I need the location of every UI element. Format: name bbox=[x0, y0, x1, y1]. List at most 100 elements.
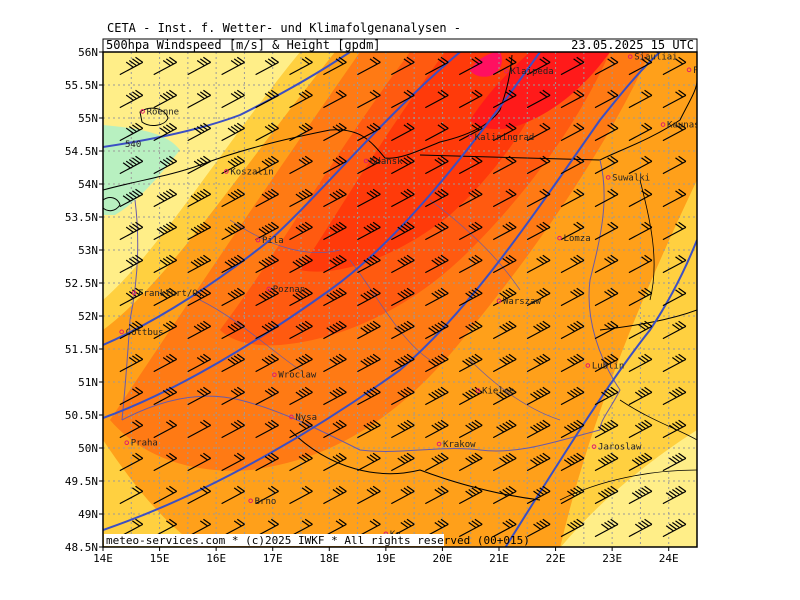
wind-barb bbox=[323, 452, 347, 472]
wind-barb bbox=[187, 56, 212, 76]
wind-barb bbox=[391, 353, 415, 373]
wind-barb bbox=[221, 419, 245, 439]
wind-barb bbox=[357, 188, 381, 208]
wind-barb bbox=[425, 221, 449, 241]
wind-barb bbox=[560, 254, 585, 274]
wind-barb bbox=[221, 254, 245, 274]
city-name: Pila bbox=[262, 236, 284, 246]
wind-barb bbox=[255, 254, 279, 274]
wind-barb bbox=[289, 221, 313, 241]
wind-barb bbox=[628, 419, 653, 439]
latitude-labels: 56N 55.5N 55N 54.5N 54N 53.5N 53N 52.5N 52N 51.5N… bbox=[65, 46, 103, 554]
city-name: Nysa bbox=[295, 413, 317, 423]
wind-barb bbox=[662, 56, 687, 76]
wind-barb bbox=[628, 221, 653, 241]
wind-barb bbox=[492, 353, 517, 373]
wind-barb bbox=[255, 452, 279, 472]
band-deep-red bbox=[470, 52, 610, 130]
city-marker bbox=[248, 498, 253, 504]
wind-barb bbox=[119, 188, 144, 208]
wind-barb bbox=[357, 320, 381, 340]
wind-barb bbox=[492, 419, 517, 439]
city-marker bbox=[686, 67, 692, 73]
contour-558 bbox=[103, 52, 661, 531]
wind-barb bbox=[662, 485, 687, 505]
city-name: Kaunas bbox=[667, 121, 700, 131]
wind-barb bbox=[425, 386, 449, 406]
wind-barb bbox=[526, 56, 551, 76]
wind-barb bbox=[391, 419, 415, 439]
wind-barb bbox=[560, 89, 585, 109]
band-magenta-core bbox=[470, 52, 502, 77]
wind-barb bbox=[594, 452, 619, 472]
lon-tick-label: 14E bbox=[93, 552, 113, 565]
wind-barb bbox=[628, 518, 653, 538]
city-name: Brno bbox=[255, 497, 277, 507]
wind-barb bbox=[458, 188, 483, 208]
lat-tick-label: 55N bbox=[78, 112, 98, 125]
wind-barb bbox=[560, 386, 585, 406]
city-marker bbox=[468, 134, 474, 140]
contour-540 bbox=[103, 52, 351, 148]
wind-barb bbox=[391, 155, 415, 175]
lat-tick-label: 48.5N bbox=[65, 541, 98, 554]
city-marker bbox=[504, 68, 509, 74]
city-name: Suwalki bbox=[612, 173, 650, 183]
wind-barb bbox=[560, 452, 585, 472]
poland-border-east bbox=[588, 159, 621, 431]
wind-barb bbox=[153, 419, 178, 439]
wind-barb bbox=[323, 353, 347, 373]
wind-barb bbox=[221, 386, 245, 406]
wind-barb bbox=[289, 56, 313, 76]
wind-barb bbox=[526, 122, 551, 142]
wind-barb bbox=[221, 353, 245, 373]
wind-barb bbox=[458, 155, 483, 175]
wind-barb bbox=[187, 419, 212, 439]
wind-barb bbox=[255, 155, 279, 175]
city-marker bbox=[605, 175, 611, 180]
wind-barb bbox=[628, 89, 653, 109]
wind-barb bbox=[526, 518, 551, 538]
wind-barb bbox=[323, 386, 347, 406]
wind-barb bbox=[357, 122, 381, 142]
lat-tick-label: 52N bbox=[78, 310, 98, 323]
wind-barb bbox=[492, 386, 517, 406]
chart-institute-title: CETA - Inst. f. Wetter- und Klimafolgena… bbox=[107, 21, 461, 35]
wind-barb bbox=[458, 518, 483, 538]
wind-barb bbox=[492, 452, 517, 472]
wind-barb bbox=[357, 89, 381, 109]
wind-barb bbox=[628, 287, 653, 307]
wind-barb bbox=[628, 320, 653, 340]
wind-barb bbox=[357, 221, 381, 241]
wind-barb bbox=[119, 56, 144, 76]
wind-barb bbox=[662, 419, 687, 439]
wind-barb bbox=[255, 122, 279, 142]
wind-barb bbox=[119, 419, 144, 439]
wind-barb bbox=[323, 155, 347, 175]
wind-barb bbox=[153, 221, 178, 241]
lat-tick-label: 53.5N bbox=[65, 211, 98, 224]
rugen-coast bbox=[103, 197, 121, 212]
wind-barb bbox=[255, 320, 279, 340]
wind-barb bbox=[153, 386, 178, 406]
wind-barb bbox=[492, 287, 517, 307]
chart-valid-time: 23.05.2025 15 UTC bbox=[571, 38, 694, 52]
wind-barb bbox=[187, 221, 212, 241]
city-marker bbox=[436, 441, 442, 447]
wind-barb bbox=[492, 485, 517, 505]
wind-barb bbox=[187, 485, 212, 505]
wind-barb bbox=[357, 419, 381, 439]
wind-barb bbox=[221, 452, 245, 472]
ukraine-belarus-border bbox=[599, 309, 697, 331]
wind-barb bbox=[662, 155, 687, 175]
wind-barb bbox=[560, 419, 585, 439]
city-marker bbox=[627, 54, 633, 59]
wind-barb bbox=[391, 452, 415, 472]
wind-barb bbox=[662, 122, 687, 142]
windspeed-bands bbox=[103, 52, 697, 547]
wind-barb bbox=[119, 254, 144, 274]
lat-tick-label: 55.5N bbox=[65, 79, 98, 92]
credit-text: meteo-services.com * (c)2025 IWKF * All … bbox=[106, 534, 530, 547]
wind-barb bbox=[425, 485, 449, 505]
city-marker bbox=[289, 414, 294, 420]
